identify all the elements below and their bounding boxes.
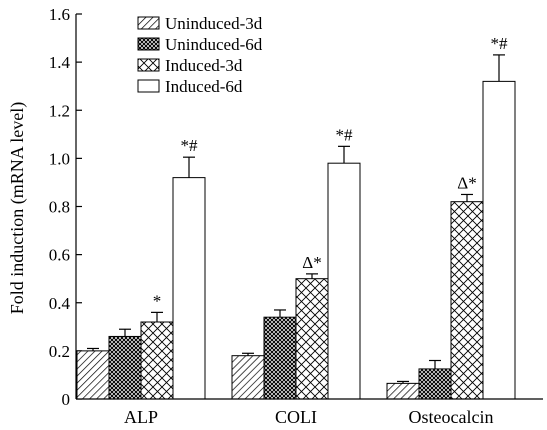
legend-swatch bbox=[137, 58, 160, 72]
significance-label: Δ* bbox=[302, 253, 321, 272]
y-tick-label: 1.2 bbox=[49, 101, 70, 120]
bar bbox=[108, 335, 142, 400]
bar bbox=[386, 382, 420, 400]
bars: * *# Δ* *# Δ* *# bbox=[76, 34, 516, 400]
legend-label: Induced-6d bbox=[165, 77, 243, 96]
y-tick-label: 0.8 bbox=[49, 198, 70, 217]
bar bbox=[295, 278, 329, 400]
bar bbox=[231, 355, 265, 400]
legend-label: Uninduced-6d bbox=[165, 35, 263, 54]
category-label: ALP bbox=[124, 407, 158, 427]
y-tick-label: 1.6 bbox=[49, 5, 70, 24]
significance-label: Δ* bbox=[457, 173, 476, 192]
legend-swatch bbox=[137, 37, 160, 51]
bar bbox=[76, 350, 110, 400]
category-label: COLI bbox=[275, 407, 317, 427]
bar bbox=[450, 201, 484, 400]
legend: Uninduced-3d Uninduced-6d Induced-3d Induce… bbox=[137, 14, 263, 96]
legend-swatch bbox=[137, 16, 160, 30]
legend-swatch bbox=[137, 79, 160, 93]
y-tick-label: 1.0 bbox=[49, 149, 70, 168]
significance-label: *# bbox=[181, 136, 199, 155]
bar bbox=[418, 368, 452, 400]
bar bbox=[327, 162, 361, 400]
significance-label: * bbox=[153, 291, 162, 310]
y-tick-label: 0 bbox=[62, 390, 71, 409]
y-tick-label: 0.4 bbox=[49, 294, 71, 313]
bar bbox=[482, 80, 516, 400]
bar bbox=[263, 316, 297, 400]
y-tick-label: 0.2 bbox=[49, 342, 70, 361]
category-label: Osteocalcin bbox=[409, 407, 494, 427]
y-tick-label: 0.6 bbox=[49, 246, 70, 265]
significance-label: *# bbox=[336, 125, 354, 144]
y-tick-label: 1.4 bbox=[49, 53, 71, 72]
legend-label: Induced-3d bbox=[165, 56, 243, 75]
bar bbox=[172, 177, 206, 400]
legend-label: Uninduced-3d bbox=[165, 14, 263, 33]
bar bbox=[140, 321, 174, 400]
y-axis-title: Fold induction (mRNA level) bbox=[7, 102, 28, 314]
significance-label: *# bbox=[491, 34, 509, 53]
y-axis-ticks: 0 0.2 0.4 0.6 0.8 1.0 1.2 1.4 1.6 bbox=[49, 5, 82, 409]
x-axis-category-labels: ALP COLI Osteocalcin bbox=[124, 407, 493, 427]
